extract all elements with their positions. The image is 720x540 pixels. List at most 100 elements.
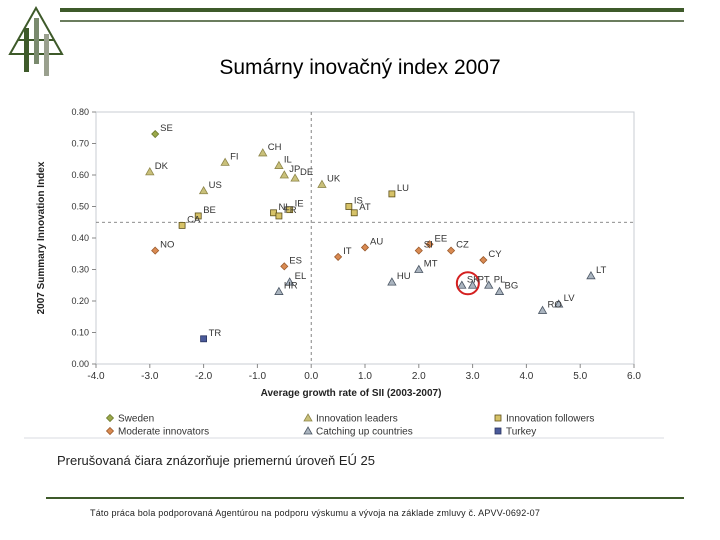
legend-marker: [494, 427, 502, 435]
point-label-ro: RO: [548, 299, 562, 310]
y-tick-label: 0.40: [71, 233, 89, 243]
point-us: [198, 185, 209, 195]
footer-text: Táto práca bola podporovaná Agentúrou na…: [90, 508, 541, 518]
point-label-fr: FR: [284, 205, 297, 216]
point-il: [274, 160, 284, 169]
y-tick-label: 0.60: [71, 170, 89, 180]
legend-marker: [494, 414, 502, 422]
point-label-uk: UK: [327, 173, 341, 184]
x-tick-label: -4.0: [87, 371, 105, 382]
legend-label: Sweden: [118, 414, 154, 425]
point-el: [284, 277, 295, 286]
point-label-bg: BG: [505, 281, 519, 292]
legend-label: Innovation leaders: [316, 414, 398, 425]
point-fi: [220, 157, 230, 166]
legend-marker: [105, 426, 115, 436]
point-cz: [447, 246, 456, 255]
y-tick-label: 0.50: [71, 202, 89, 212]
point-label-no: NO: [160, 240, 174, 251]
point-label-pt: PT: [478, 274, 490, 285]
legend-label: Moderate innovators: [118, 427, 209, 438]
point-label-cy: CY: [488, 249, 502, 260]
point-label-mt: MT: [424, 259, 438, 270]
point-be: [194, 212, 202, 220]
y-tick-label: 0.20: [71, 296, 89, 306]
bottom-rule: [46, 497, 684, 499]
top-rule: [60, 8, 684, 12]
y-tick-label: 0.10: [71, 328, 89, 338]
x-tick-label: 4.0: [519, 371, 533, 382]
legend-label: Innovation followers: [506, 414, 594, 425]
logo-icon: [8, 5, 64, 76]
point-label-ch: CH: [268, 142, 282, 153]
x-tick-label: 6.0: [627, 371, 641, 382]
point-label-de: DE: [300, 167, 313, 178]
point-de: [290, 173, 300, 182]
point-pt: [467, 280, 478, 289]
point-it: [334, 252, 343, 261]
legend-marker: [303, 426, 313, 435]
top-rule-thin: [60, 20, 684, 22]
point-label-it: IT: [343, 246, 352, 257]
point-ca: [178, 222, 186, 229]
x-tick-label: 5.0: [573, 371, 587, 382]
highlight-circle-sk: [455, 271, 480, 296]
point-lv: [553, 299, 564, 308]
point-ie: [286, 206, 294, 214]
legend-label: Turkey: [506, 427, 536, 438]
point-label-fi: FI: [230, 151, 238, 162]
point-label-pl: PL: [494, 274, 506, 285]
point-label-hr: HR: [284, 281, 298, 292]
x-tick-label: -1.0: [249, 371, 267, 382]
y-tick-label: 0.80: [71, 107, 89, 117]
point-label-tr: TR: [209, 328, 222, 339]
point-label-be: BE: [203, 205, 216, 216]
point-es: [280, 262, 289, 271]
y-tick-label: 0.00: [71, 359, 89, 369]
point-label-cz: CZ: [456, 240, 469, 251]
y-tick-label: 0.30: [71, 265, 89, 275]
point-label-si: SI: [424, 240, 433, 251]
point-label-us: US: [209, 180, 222, 191]
chart-caption: Prerušovaná čiara znázorňuje priemernú ú…: [57, 453, 375, 468]
point-label-il: IL: [284, 155, 292, 166]
point-label-el: EL: [295, 271, 307, 282]
point-label-jp: JP: [289, 164, 300, 175]
x-tick-label: -2.0: [195, 371, 213, 382]
point-bg: [494, 286, 505, 295]
chart-axes: -4.0 -3.0 -2.0 -1.0 0.0 1.0 2.0 3.0 4.0 5.0 6.0 0.0…: [71, 107, 641, 382]
point-jp: [279, 170, 289, 179]
point-ch: [258, 148, 268, 157]
point-cy: [479, 255, 488, 265]
chart-legend: Sweden Innovation leaders Innovation follo…: [24, 413, 664, 439]
point-label-nl: NL: [279, 202, 291, 213]
slide-title: Sumárny inovačný index 2007: [219, 56, 501, 79]
point-label-is: IS: [354, 196, 363, 207]
point-label-ca: CA: [187, 214, 201, 225]
point-hu: [387, 277, 397, 286]
point-pl: [484, 280, 494, 289]
point-label-lv: LV: [564, 293, 576, 304]
y-axis-label: 2007 Summary Innovation Index: [36, 161, 47, 314]
x-tick-label: 2.0: [412, 371, 426, 382]
point-label-at: AT: [359, 202, 371, 213]
legend-label: Catching up countries: [316, 427, 413, 438]
point-fr: [275, 212, 283, 220]
x-tick-label: -3.0: [141, 371, 159, 382]
innovation-scatter-chart: -4.0 -3.0 -2.0 -1.0 0.0 1.0 2.0 3.0 4.0 5.0 6.0 0.0…: [24, 107, 664, 439]
point-tr: [200, 335, 208, 343]
legend-marker: [105, 413, 115, 423]
x-tick-label: 1.0: [358, 371, 372, 382]
point-label-ie: IE: [295, 199, 304, 210]
x-tick-label: 0.0: [304, 371, 318, 382]
point-mt: [414, 264, 424, 273]
plot-frame: [95, 111, 635, 365]
point-hr: [274, 286, 284, 295]
point-label-dk: DK: [155, 161, 169, 172]
point-label-ee: EE: [435, 233, 448, 244]
point-au: [360, 243, 370, 252]
point-ro: [537, 305, 548, 314]
legend-marker: [303, 413, 313, 422]
point-uk: [317, 179, 327, 188]
